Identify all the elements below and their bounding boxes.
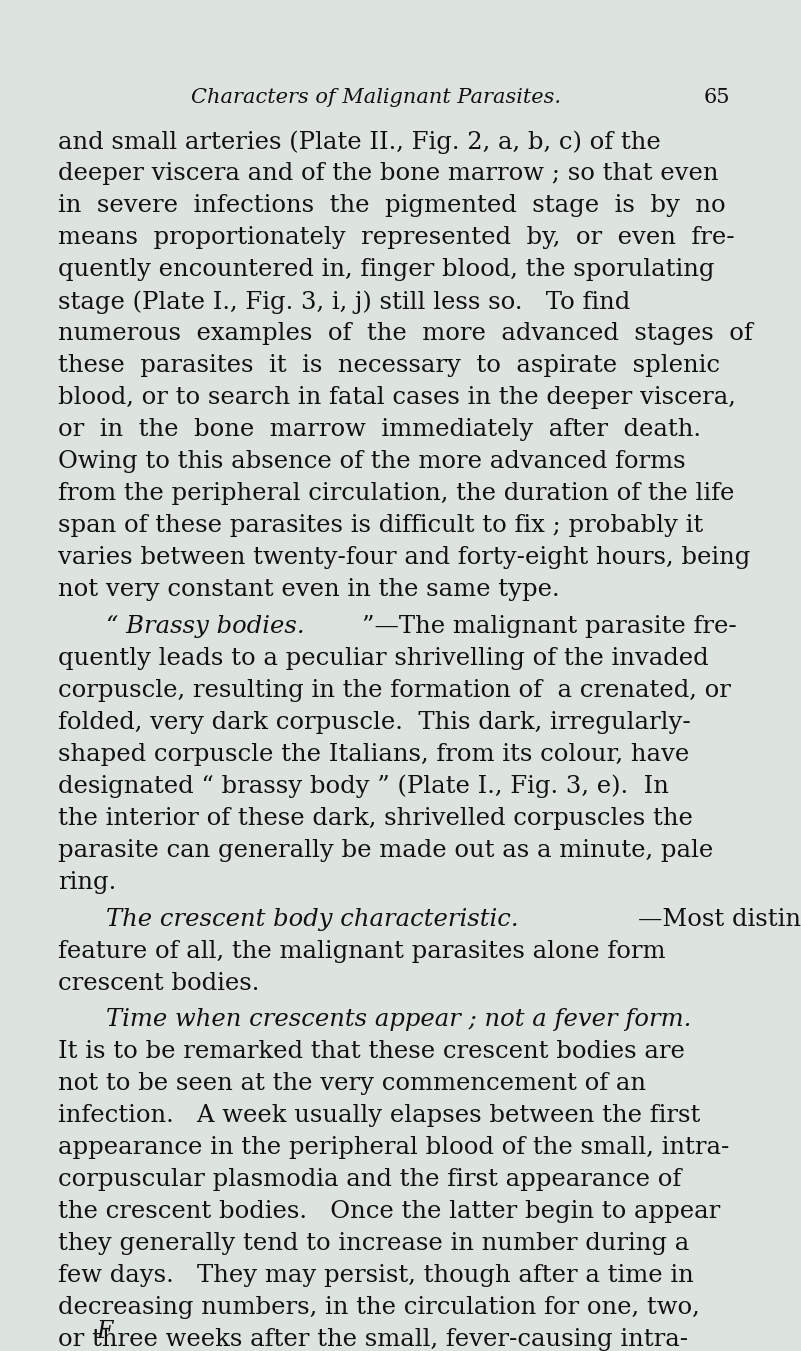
Text: quently leads to a peculiar shrivelling of the invaded: quently leads to a peculiar shrivelling … <box>58 647 709 670</box>
Text: corpuscle, resulting in the formation of  a crenated, or: corpuscle, resulting in the formation of… <box>58 678 731 701</box>
Text: not to be seen at the very commencement of an: not to be seen at the very commencement … <box>58 1073 646 1096</box>
Text: deeper viscera and of the bone marrow ; so that even: deeper viscera and of the bone marrow ; … <box>58 162 718 185</box>
Text: F: F <box>97 1320 113 1343</box>
Text: corpuscular plasmodia and the first appearance of: corpuscular plasmodia and the first appe… <box>58 1169 681 1192</box>
Text: not very constant even in the same type.: not very constant even in the same type. <box>58 578 560 601</box>
Text: designated “ brassy body ” (Plate I., Fig. 3, e).  In: designated “ brassy body ” (Plate I., Fi… <box>58 775 669 798</box>
Text: parasite can generally be made out as a minute, pale: parasite can generally be made out as a … <box>58 839 713 862</box>
Text: It is to be remarked that these crescent bodies are: It is to be remarked that these crescent… <box>58 1040 685 1063</box>
Text: blood, or to search in fatal cases in the deeper viscera,: blood, or to search in fatal cases in th… <box>58 386 736 409</box>
Text: few days.   They may persist, though after a time in: few days. They may persist, though after… <box>58 1265 694 1288</box>
Text: these  parasites  it  is  necessary  to  aspirate  splenic: these parasites it is necessary to aspir… <box>58 354 720 377</box>
Text: the interior of these dark, shrivelled corpuscles the: the interior of these dark, shrivelled c… <box>58 807 693 830</box>
Text: or three weeks after the small, fever-causing intra-: or three weeks after the small, fever-ca… <box>58 1328 688 1351</box>
Text: shaped corpuscle the Italians, from its colour, have: shaped corpuscle the Italians, from its … <box>58 743 689 766</box>
Text: folded, very dark corpuscle.  This dark, irregularly-: folded, very dark corpuscle. This dark, … <box>58 711 690 734</box>
Text: they generally tend to increase in number during a: they generally tend to increase in numbe… <box>58 1232 689 1255</box>
Text: means  proportionately  represented  by,  or  even  fre-: means proportionately represented by, or… <box>58 226 735 249</box>
Text: Characters of Malignant Parasites.: Characters of Malignant Parasites. <box>191 88 562 107</box>
Text: The crescent body characteristic.: The crescent body characteristic. <box>106 908 518 931</box>
Text: or  in  the  bone  marrow  immediately  after  death.: or in the bone marrow immediately after … <box>58 417 701 440</box>
Text: ring.: ring. <box>58 871 116 894</box>
Text: the crescent bodies.   Once the latter begin to appear: the crescent bodies. Once the latter beg… <box>58 1201 720 1224</box>
Text: feature of all, the malignant parasites alone form: feature of all, the malignant parasites … <box>58 939 666 963</box>
Text: from the peripheral circulation, the duration of the life: from the peripheral circulation, the dur… <box>58 482 735 505</box>
Text: —Most distinctive: —Most distinctive <box>638 908 801 931</box>
Text: Time when crescents appear ; not a fever form.: Time when crescents appear ; not a fever… <box>106 1008 691 1031</box>
Text: numerous  examples  of  the  more  advanced  stages  of: numerous examples of the more advanced s… <box>58 322 753 345</box>
Text: “ Brassy bodies.: “ Brassy bodies. <box>106 615 304 638</box>
Text: span of these parasites is difficult to fix ; probably it: span of these parasites is difficult to … <box>58 513 703 536</box>
Text: crescent bodies.: crescent bodies. <box>58 971 260 994</box>
Text: and small arteries (Plate II., Fig. 2, a, b, c) of the: and small arteries (Plate II., Fig. 2, a… <box>58 130 661 154</box>
Text: 65: 65 <box>703 88 730 107</box>
Text: infection.   A week usually elapses between the first: infection. A week usually elapses betwee… <box>58 1104 700 1127</box>
Text: quently encountered in, finger blood, the sporulating: quently encountered in, finger blood, th… <box>58 258 714 281</box>
Text: Owing to this absence of the more advanced forms: Owing to this absence of the more advanc… <box>58 450 686 473</box>
Text: varies between twenty-four and forty-eight hours, being: varies between twenty-four and forty-eig… <box>58 546 751 569</box>
Text: ”—The malignant parasite fre-: ”—The malignant parasite fre- <box>362 615 737 638</box>
Text: decreasing numbers, in the circulation for one, two,: decreasing numbers, in the circulation f… <box>58 1297 700 1320</box>
Text: stage (Plate I., Fig. 3, i, j) still less so.   To find: stage (Plate I., Fig. 3, i, j) still les… <box>58 290 630 313</box>
Text: appearance in the peripheral blood of the small, intra-: appearance in the peripheral blood of th… <box>58 1136 730 1159</box>
Text: in  severe  infections  the  pigmented  stage  is  by  no: in severe infections the pigmented stage… <box>58 195 726 218</box>
